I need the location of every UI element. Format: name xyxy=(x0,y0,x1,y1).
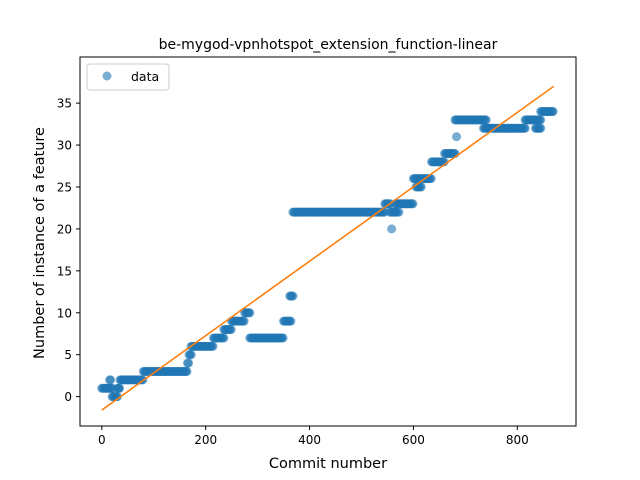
data-layer xyxy=(97,85,558,411)
data-point xyxy=(219,333,229,343)
legend-box xyxy=(86,63,170,91)
plot-frame xyxy=(79,56,577,427)
data-point xyxy=(278,333,288,343)
data-point xyxy=(245,308,255,318)
data-point xyxy=(536,115,546,125)
y-tick-label: 35 xyxy=(57,97,72,111)
x-tick-label: 400 xyxy=(298,433,321,447)
data-point xyxy=(416,182,426,192)
y-tick-label: 0 xyxy=(64,390,72,404)
data-point xyxy=(182,366,192,376)
legend-label: data xyxy=(131,69,159,84)
data-point xyxy=(394,207,404,217)
legend: data xyxy=(86,63,170,91)
y-tick-label: 25 xyxy=(57,180,72,194)
data-point xyxy=(286,316,296,326)
y-tick-label: 30 xyxy=(57,139,72,153)
data-point xyxy=(186,350,196,360)
x-tick-label: 0 xyxy=(98,433,106,447)
data-point xyxy=(536,123,546,133)
legend-marker xyxy=(102,71,112,81)
y-tick-label: 15 xyxy=(57,264,72,278)
data-point xyxy=(112,392,122,402)
data-point xyxy=(226,325,236,335)
x-tick-label: 200 xyxy=(194,433,217,447)
data-point xyxy=(106,375,116,385)
data-point xyxy=(408,199,418,209)
y-tick-label: 10 xyxy=(57,306,72,320)
x-tick-label: 800 xyxy=(506,433,529,447)
data-point xyxy=(208,341,218,351)
data-point xyxy=(452,132,462,142)
y-tick-label: 5 xyxy=(64,348,72,362)
data-point xyxy=(184,358,194,368)
data-point xyxy=(548,107,558,117)
fit-line xyxy=(101,85,555,411)
x-tick-label: 600 xyxy=(402,433,425,447)
data-point xyxy=(239,316,249,326)
data-point xyxy=(387,224,397,234)
data-point xyxy=(481,115,491,125)
data-point xyxy=(288,291,298,301)
data-point xyxy=(114,383,124,393)
y-axis-label: Number of instance of a feature xyxy=(32,127,48,359)
chart-title: be-mygod-vpnhotspot_extension_function-l… xyxy=(159,37,498,53)
axes-layer: 0 200 400 600 800 0 5 10 15 20 25 30 35 xyxy=(57,56,577,447)
y-tick-label: 20 xyxy=(57,222,72,236)
x-axis-label: Commit number xyxy=(269,456,387,472)
data-point xyxy=(520,123,530,133)
